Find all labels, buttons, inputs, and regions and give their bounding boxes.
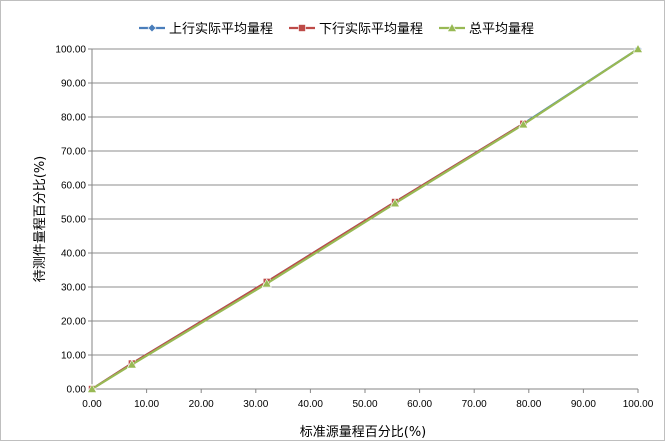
legend-marker bbox=[298, 24, 306, 32]
gridlines bbox=[92, 48, 638, 356]
legend-item-1: 上行实际平均量程 bbox=[139, 22, 273, 37]
x-tick-label: 80.00 bbox=[516, 399, 541, 410]
axes: 0.00 10.00 20.00 30.00 40.00 50.00 60.00 70.00 8… bbox=[55, 45, 653, 411]
y-tick-label: 60.00 bbox=[61, 181, 86, 192]
data-point-triangle bbox=[632, 43, 644, 53]
x-tick-label: 50.00 bbox=[352, 399, 377, 410]
y-tick-label: 30.00 bbox=[61, 283, 86, 294]
y-tick-label: 10.00 bbox=[61, 351, 86, 362]
data-point-triangle bbox=[518, 119, 529, 129]
y-tick-label: 20.00 bbox=[61, 317, 86, 328]
data-point-triangle bbox=[390, 198, 401, 208]
x-tick-label: 0.00 bbox=[82, 399, 102, 410]
legend-label: 上行实际平均量程 bbox=[169, 22, 273, 37]
y-tick-label: 0.00 bbox=[67, 385, 87, 396]
y-axis-title: 待测件量程百分比(%) bbox=[33, 156, 48, 283]
legend-marker bbox=[446, 22, 458, 32]
legend-item-2: 下行实际平均量程 bbox=[289, 22, 423, 37]
y-tick-label: 70.00 bbox=[61, 147, 86, 158]
legend-label: 总平均量程 bbox=[469, 22, 534, 37]
x-tick-label: 60.00 bbox=[407, 399, 432, 410]
legend: 上行实际平均量程 下行实际平均量程 总平均量程 bbox=[139, 22, 534, 37]
x-axis-title: 标准源量程百分比(%) bbox=[300, 425, 427, 440]
y-tick-label: 100.00 bbox=[55, 45, 86, 56]
legend-label: 下行实际平均量程 bbox=[319, 22, 423, 37]
x-tick-label: 30.00 bbox=[243, 399, 268, 410]
legend-marker bbox=[147, 23, 157, 33]
y-tick-label: 90.00 bbox=[61, 79, 86, 90]
x-tick-label: 70.00 bbox=[462, 399, 487, 410]
x-tick-label: 20.00 bbox=[189, 399, 214, 410]
y-tick-label: 40.00 bbox=[61, 249, 86, 260]
series-3 bbox=[86, 43, 644, 393]
data-point-triangle bbox=[126, 359, 137, 369]
legend-item-3: 总平均量程 bbox=[439, 22, 534, 37]
data-point-triangle bbox=[86, 383, 98, 393]
data-point-triangle bbox=[261, 278, 272, 288]
y-tick-label: 50.00 bbox=[61, 215, 86, 226]
series-layer bbox=[86, 43, 644, 394]
x-tick-label: 10.00 bbox=[134, 399, 159, 410]
x-tick-label: 90.00 bbox=[571, 399, 596, 410]
x-tick-label: 100.00 bbox=[623, 399, 654, 410]
y-tick-label: 80.00 bbox=[61, 113, 86, 124]
series-line bbox=[91, 48, 639, 390]
x-tick-label: 40.00 bbox=[298, 399, 323, 410]
